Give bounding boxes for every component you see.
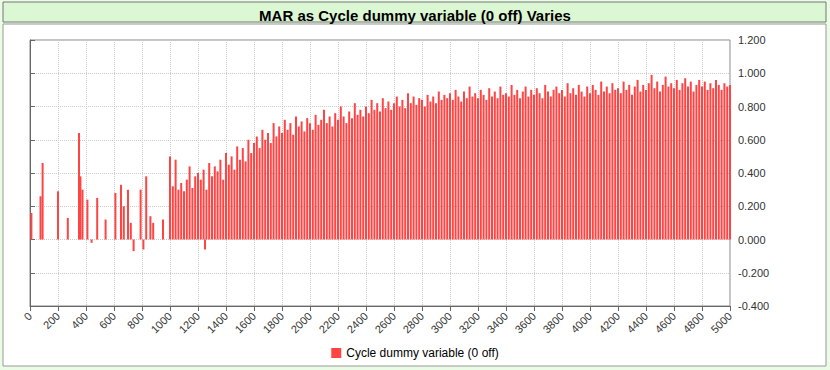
svg-text:3200: 3200 xyxy=(456,310,482,336)
svg-text:3400: 3400 xyxy=(484,310,510,336)
svg-text:1400: 1400 xyxy=(204,310,230,336)
svg-text:1800: 1800 xyxy=(260,310,286,336)
svg-text:2600: 2600 xyxy=(372,310,398,336)
svg-text:4600: 4600 xyxy=(652,310,678,336)
svg-text:4200: 4200 xyxy=(596,310,622,336)
svg-text:400: 400 xyxy=(69,310,90,331)
svg-text:4400: 4400 xyxy=(624,310,650,336)
svg-text:0.400: 0.400 xyxy=(738,167,766,179)
svg-text:0.600: 0.600 xyxy=(738,134,766,146)
svg-text:3600: 3600 xyxy=(512,310,538,336)
svg-text:800: 800 xyxy=(125,310,146,331)
svg-text:1600: 1600 xyxy=(232,310,258,336)
svg-text:4000: 4000 xyxy=(568,310,594,336)
svg-text:2200: 2200 xyxy=(316,310,342,336)
svg-text:0.800: 0.800 xyxy=(738,101,766,113)
svg-text:Cycle dummy variable (0 off): Cycle dummy variable (0 off) xyxy=(346,346,499,360)
svg-text:1.200: 1.200 xyxy=(738,34,766,46)
svg-text:4800: 4800 xyxy=(680,310,706,336)
svg-text:2800: 2800 xyxy=(400,310,426,336)
svg-text:-0.200: -0.200 xyxy=(738,267,769,279)
svg-text:0.200: 0.200 xyxy=(738,200,766,212)
svg-text:1.000: 1.000 xyxy=(738,67,766,79)
svg-text:1200: 1200 xyxy=(176,310,202,336)
svg-text:MAR as Cycle dummy variable (0: MAR as Cycle dummy variable (0 off) Vari… xyxy=(259,7,571,24)
svg-text:3000: 3000 xyxy=(428,310,454,336)
svg-text:3800: 3800 xyxy=(540,310,566,336)
svg-text:2400: 2400 xyxy=(344,310,370,336)
svg-text:0.000: 0.000 xyxy=(738,234,766,246)
svg-text:600: 600 xyxy=(97,310,118,331)
svg-text:200: 200 xyxy=(41,310,62,331)
svg-text:2000: 2000 xyxy=(288,310,314,336)
svg-text:-0.400: -0.400 xyxy=(738,300,769,312)
svg-text:0: 0 xyxy=(21,310,34,323)
svg-text:5000: 5000 xyxy=(708,310,734,336)
svg-text:1000: 1000 xyxy=(148,310,174,336)
